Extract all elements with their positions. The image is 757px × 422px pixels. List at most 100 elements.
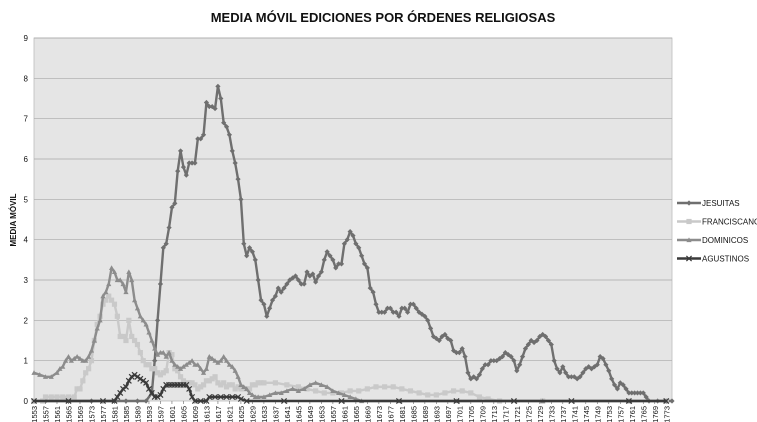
jesuitas-point (384, 305, 391, 311)
x-tick-label: 1749 (593, 406, 602, 422)
y-axis-label: MEDIA MÓVIL (9, 193, 18, 246)
franciscanos-point (249, 382, 256, 388)
franciscanos-point (295, 384, 301, 390)
dominicos-point (177, 366, 184, 371)
x-tick-label: 1561 (53, 406, 62, 422)
x-tick-label: 1641 (283, 406, 292, 422)
dominicos-point (37, 372, 43, 377)
agustinos-point (395, 397, 403, 405)
dominicos-point (318, 382, 324, 387)
jesuitas-point (232, 160, 238, 166)
jesuitas-point (229, 148, 235, 154)
series-group (30, 83, 675, 405)
jesuitas-point (614, 386, 620, 392)
franciscanos-point (71, 394, 77, 400)
jesuitas-point (189, 160, 195, 166)
franciscanos-point (206, 378, 212, 384)
jesuitas-point (620, 382, 626, 388)
y-tick-label: 1 (24, 357, 29, 366)
dominicos-point (336, 390, 342, 396)
x-tick-label: 1729 (536, 406, 545, 422)
jesuitas-point (565, 374, 572, 380)
agustinos-point (510, 397, 517, 405)
dominicos-point (131, 297, 138, 303)
jesuitas-point (152, 358, 158, 364)
legend-dominicos-point (686, 237, 692, 243)
jesuitas-point (301, 281, 307, 287)
x-tick-label: 1769 (651, 406, 660, 422)
dominicos-point (226, 362, 233, 367)
agustinos-point (223, 393, 230, 400)
jesuitas-point (514, 368, 520, 374)
franciscanos-point (433, 392, 439, 398)
jesuitas-point (157, 281, 164, 287)
franciscanos-point (459, 388, 465, 394)
agustinos-point (160, 385, 167, 392)
franciscanos-point (42, 394, 49, 400)
agustinos-point (140, 377, 147, 384)
franciscanos-point (425, 392, 431, 398)
x-tick-label: 1553 (30, 406, 39, 422)
franciscanos-point (154, 370, 161, 376)
dominicos-point (97, 317, 103, 323)
x-tick-label: 1677 (386, 406, 395, 422)
agustinos-point (154, 393, 161, 400)
agustinos-point (197, 397, 204, 405)
jesuitas-point (298, 281, 304, 287)
agustinos-point (453, 397, 460, 405)
franciscanos-point (468, 390, 474, 396)
dominicos-point (65, 354, 72, 359)
franciscanos-point (390, 384, 396, 390)
agustinos-point (120, 385, 127, 392)
jesuitas-point (200, 132, 207, 138)
agustinos-point (212, 393, 219, 400)
jesuitas-point (238, 196, 244, 202)
jesuitas-point (577, 374, 583, 380)
x-tick-label: 1701 (455, 406, 464, 422)
legend: JESUITAS FRANCISCANOS DOMINICOS AGUSTINOS (677, 199, 757, 264)
jesuitas-point (166, 224, 172, 231)
jesuitas-point (215, 83, 221, 89)
x-tick-label: 1737 (559, 406, 568, 422)
jesuitas-point (370, 289, 376, 295)
agustinos-point (117, 389, 124, 396)
jesuitas-point (203, 99, 210, 106)
jesuitas-point (494, 358, 500, 364)
franciscanos-point (60, 394, 66, 400)
agustinos-point (186, 385, 193, 392)
jesuitas-point (499, 354, 506, 360)
franciscanos-point (212, 374, 218, 380)
jesuitas-point (284, 281, 290, 287)
franciscanos-point (476, 394, 483, 400)
dominicos-point (183, 362, 189, 367)
agustinos-point (206, 393, 213, 400)
franciscanos-point (284, 382, 290, 388)
jesuitas-point (344, 237, 350, 243)
agustinos-point (237, 395, 244, 403)
agustinos-point (131, 371, 138, 378)
franciscanos-point (229, 382, 235, 388)
jesuitas-point (315, 273, 322, 279)
jesuitas-point (393, 309, 399, 315)
franciscanos-point (108, 297, 115, 303)
x-tick-label: 1733 (547, 406, 556, 422)
jesuitas-point (269, 297, 276, 303)
jesuitas-point (611, 382, 618, 388)
dominicos-point (189, 358, 195, 363)
jesuitas-point (267, 305, 273, 311)
agustinos-point (122, 383, 129, 390)
x-tick-label: 1713 (490, 406, 499, 422)
jesuitas-point (241, 241, 247, 247)
x-tick-label: 1681 (398, 406, 407, 422)
jesuitas-point (571, 374, 577, 380)
x-tick-label: 1621 (225, 406, 234, 422)
agustinos-point (191, 397, 198, 405)
jesuitas-point (669, 398, 675, 404)
x-tick-label: 1613 (202, 406, 211, 422)
dominicos-point (200, 370, 207, 375)
agustinos-point (338, 397, 345, 405)
legend-label: AGUSTINOS (702, 255, 749, 264)
franciscanos-point (255, 380, 261, 386)
jesuitas-point (353, 241, 359, 247)
dominicos-point (347, 394, 353, 400)
